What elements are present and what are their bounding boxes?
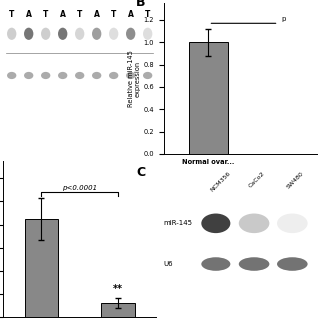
Text: SW480: SW480 xyxy=(286,171,305,189)
Ellipse shape xyxy=(277,213,308,233)
Ellipse shape xyxy=(92,28,101,40)
Bar xyxy=(189,42,228,154)
Text: **: ** xyxy=(113,284,123,294)
Ellipse shape xyxy=(92,72,101,79)
Ellipse shape xyxy=(75,28,84,40)
Ellipse shape xyxy=(201,257,230,271)
Text: NCM356: NCM356 xyxy=(210,171,232,193)
Ellipse shape xyxy=(24,28,33,40)
Ellipse shape xyxy=(239,213,269,233)
Ellipse shape xyxy=(58,72,68,79)
Text: T: T xyxy=(9,10,14,19)
Text: T: T xyxy=(43,10,48,19)
Text: U6: U6 xyxy=(164,261,173,267)
Text: A: A xyxy=(60,10,66,19)
Text: T: T xyxy=(145,10,150,19)
Ellipse shape xyxy=(143,28,152,40)
Ellipse shape xyxy=(41,72,50,79)
Ellipse shape xyxy=(7,28,16,40)
Text: T: T xyxy=(77,10,82,19)
Ellipse shape xyxy=(201,213,230,233)
Text: CaCo2: CaCo2 xyxy=(248,171,266,188)
Ellipse shape xyxy=(277,257,308,271)
Ellipse shape xyxy=(109,72,118,79)
Text: B: B xyxy=(136,0,146,9)
Text: p: p xyxy=(281,16,285,22)
Bar xyxy=(101,303,135,317)
Text: miR-145: miR-145 xyxy=(164,220,193,226)
Ellipse shape xyxy=(126,72,135,79)
Text: T: T xyxy=(111,10,116,19)
Ellipse shape xyxy=(75,72,84,79)
Text: A: A xyxy=(26,10,32,19)
Y-axis label: Relative miR-145
expression: Relative miR-145 expression xyxy=(128,50,141,107)
Ellipse shape xyxy=(239,257,269,271)
Bar xyxy=(25,219,58,317)
Ellipse shape xyxy=(109,28,118,40)
Text: A: A xyxy=(128,10,134,19)
Ellipse shape xyxy=(24,72,33,79)
Text: p<0.0001: p<0.0001 xyxy=(62,185,97,191)
Ellipse shape xyxy=(41,28,50,40)
Ellipse shape xyxy=(126,28,135,40)
Ellipse shape xyxy=(143,72,152,79)
Ellipse shape xyxy=(58,28,68,40)
Text: C: C xyxy=(136,166,145,179)
Ellipse shape xyxy=(7,72,16,79)
Text: A: A xyxy=(94,10,100,19)
